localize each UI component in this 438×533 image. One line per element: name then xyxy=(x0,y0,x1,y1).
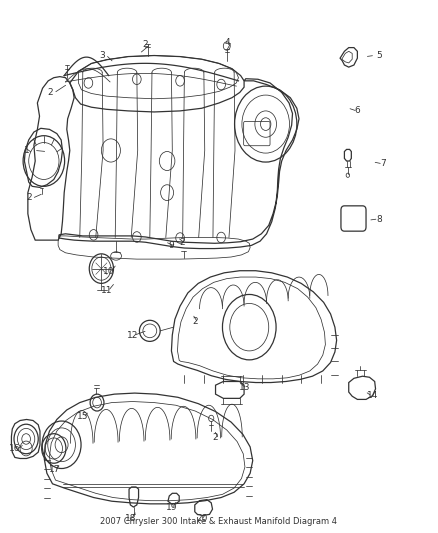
Text: 20: 20 xyxy=(196,514,207,523)
Text: 2: 2 xyxy=(192,317,198,326)
Text: 2: 2 xyxy=(26,193,32,203)
Text: 17: 17 xyxy=(49,465,60,474)
Text: 14: 14 xyxy=(367,391,378,400)
Text: 5: 5 xyxy=(376,51,382,60)
Text: 8: 8 xyxy=(376,214,382,223)
Text: 3: 3 xyxy=(99,51,105,60)
Text: 15: 15 xyxy=(77,413,88,421)
Text: 2: 2 xyxy=(180,238,185,247)
Text: 11: 11 xyxy=(101,286,112,295)
Text: 2: 2 xyxy=(212,433,218,442)
Text: 4: 4 xyxy=(225,38,230,47)
Text: 1: 1 xyxy=(24,146,29,155)
Text: 2: 2 xyxy=(143,41,148,50)
Text: 10: 10 xyxy=(103,267,114,276)
Text: 13: 13 xyxy=(239,383,251,392)
Text: 2007 Chrysler 300 Intake & Exhaust Manifold Diagram 4: 2007 Chrysler 300 Intake & Exhaust Manif… xyxy=(100,517,338,526)
Text: 7: 7 xyxy=(381,159,386,168)
Text: 6: 6 xyxy=(354,107,360,116)
Text: 2: 2 xyxy=(48,88,53,97)
Text: 18: 18 xyxy=(124,514,136,523)
Text: 9: 9 xyxy=(169,241,174,250)
Text: 12: 12 xyxy=(127,330,138,340)
Text: 16: 16 xyxy=(9,444,21,453)
Text: 19: 19 xyxy=(166,503,177,512)
